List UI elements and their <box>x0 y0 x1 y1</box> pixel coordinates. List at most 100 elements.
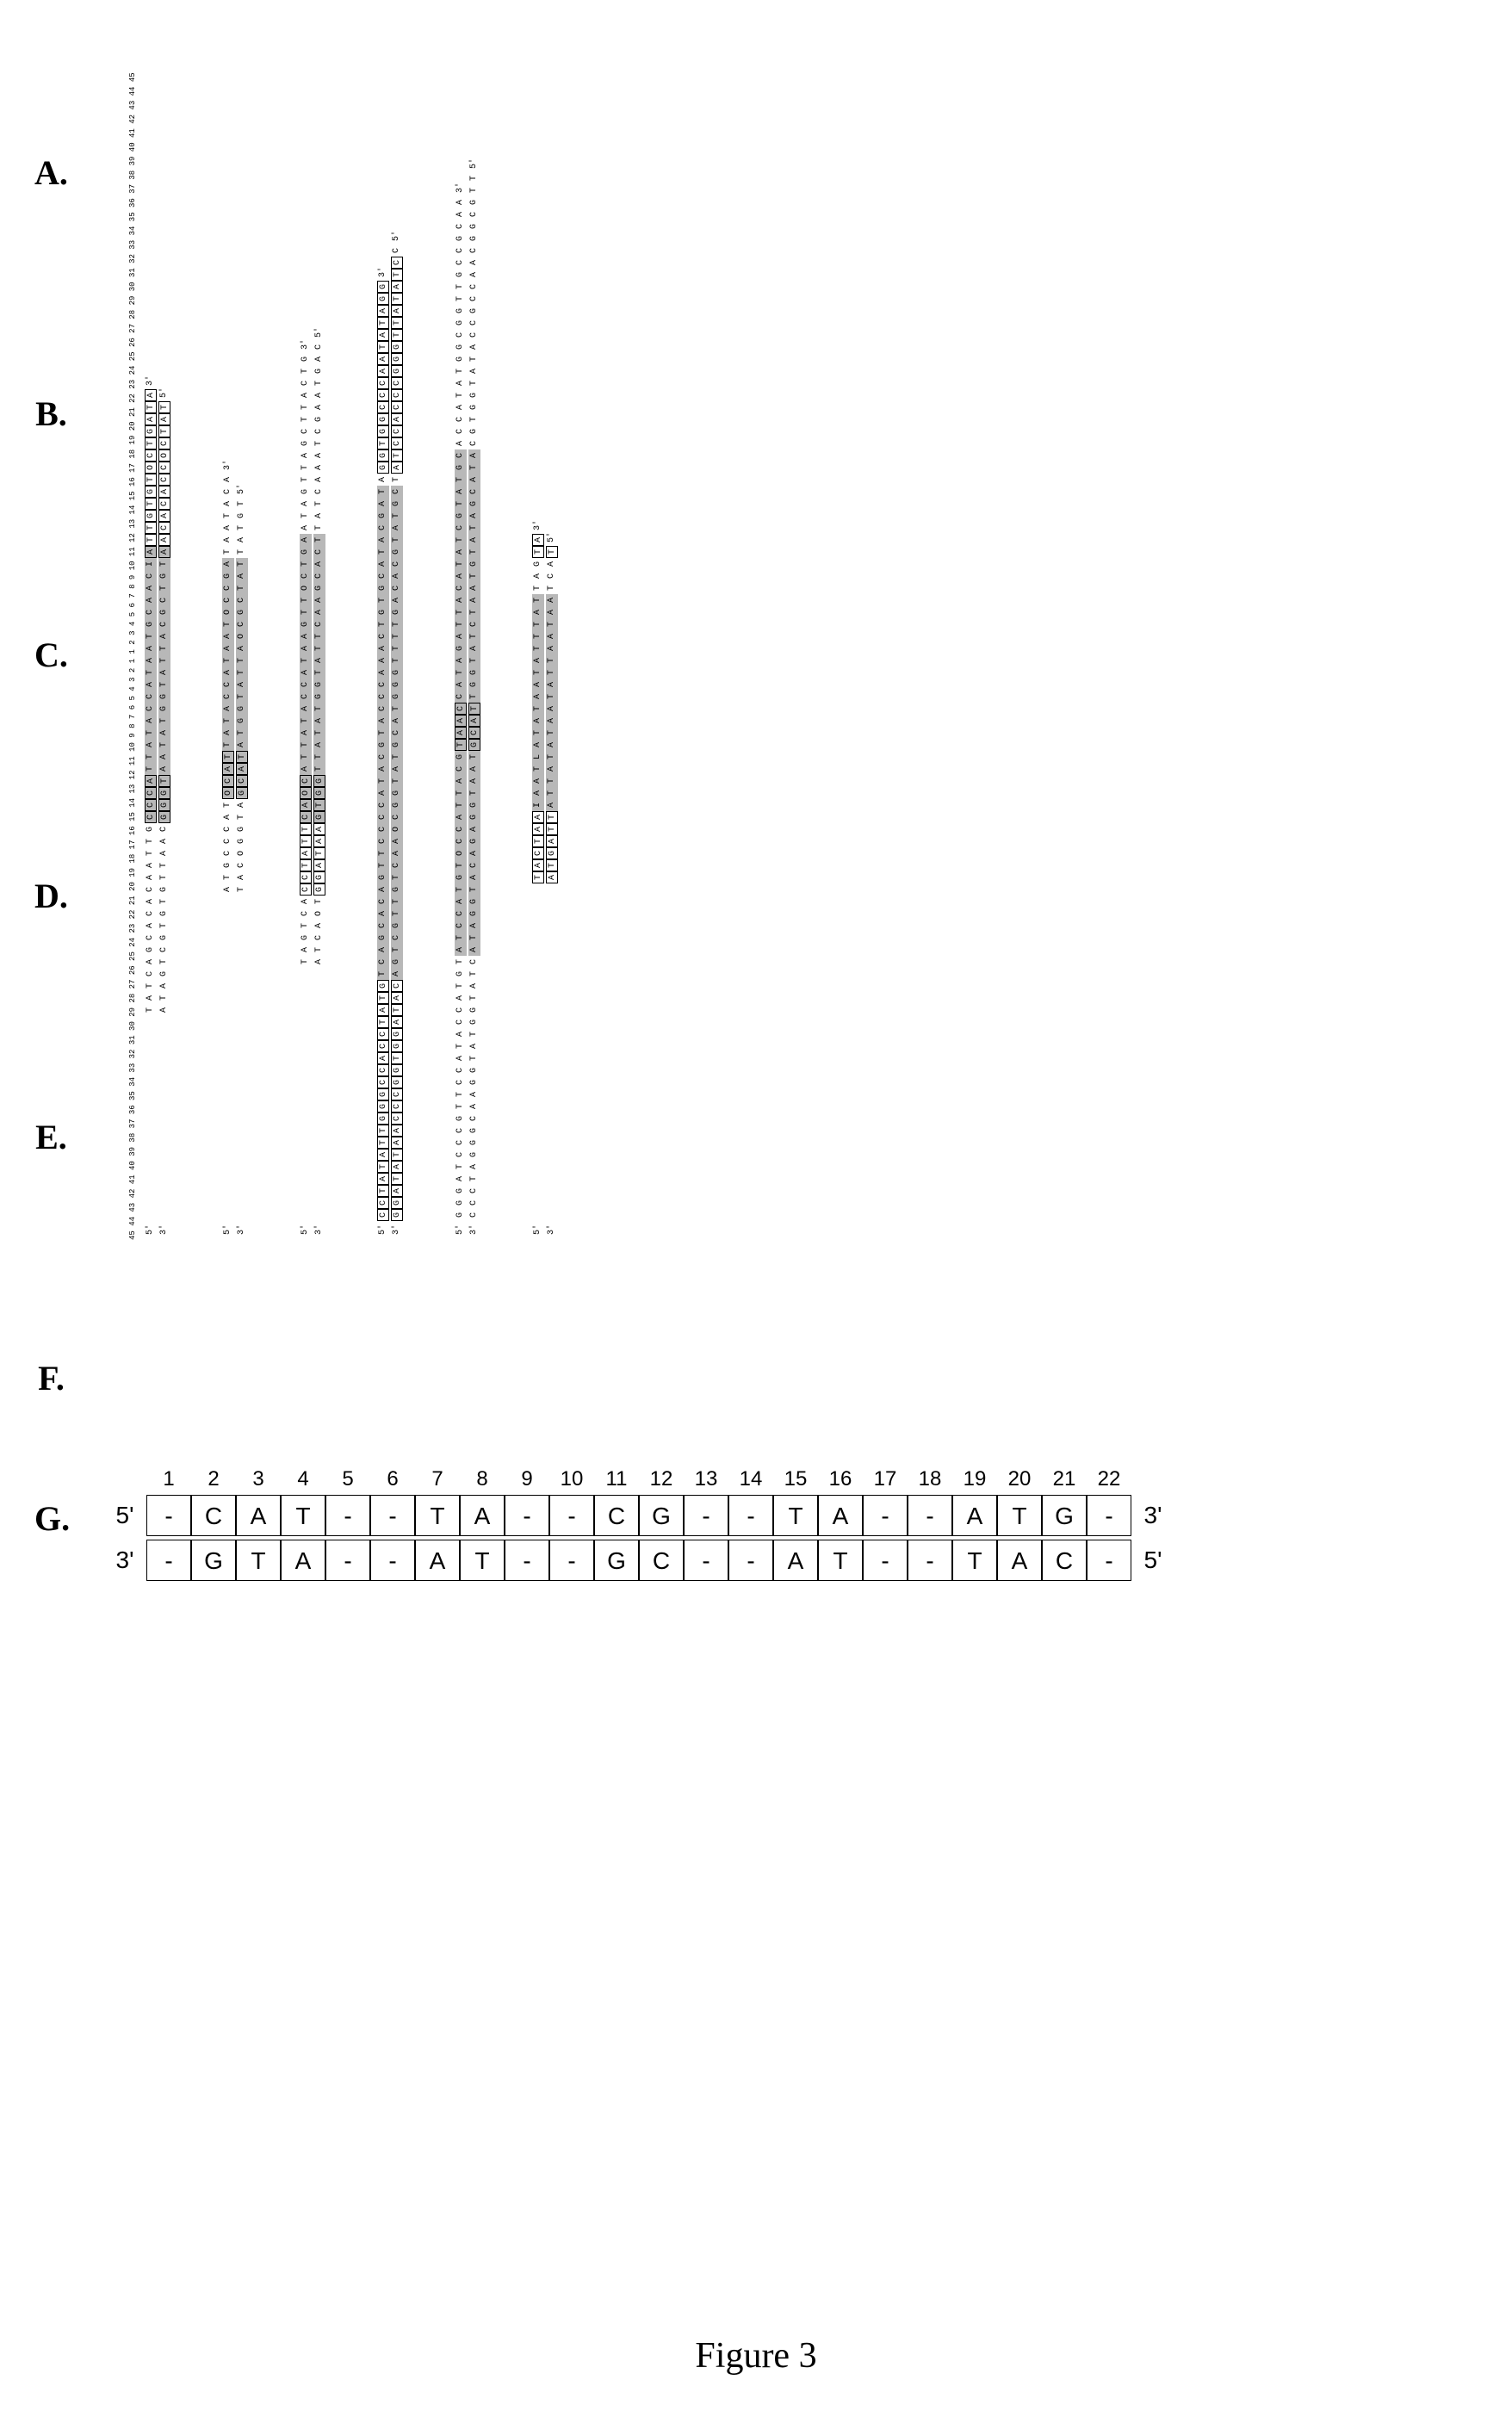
nucleotide-cell: A <box>158 546 170 558</box>
nucleotide-cell: G <box>377 582 389 594</box>
nucleotide-cell: T <box>546 751 558 763</box>
nucleotide-cell: T <box>391 642 403 654</box>
nucleotide-cell: T <box>377 317 389 329</box>
nucleotide-cell: T <box>391 654 403 666</box>
nucleotide-cell: T <box>455 1088 467 1100</box>
nucleotide-cell: A <box>532 691 544 703</box>
nucleotide-cell: A <box>222 763 234 775</box>
nucleotide-cell: A <box>546 630 558 642</box>
nucleotide-cell: O <box>236 847 248 859</box>
nucleotide-cell: A <box>313 449 325 462</box>
nucleotide-cell: A <box>468 823 480 835</box>
nucleotide-cell: T <box>145 727 157 739</box>
nucleotide-cell: G <box>391 341 403 353</box>
nucleotide-cell: T <box>236 546 248 558</box>
nucleotide-cell: O <box>236 630 248 642</box>
nucleotide-cell: C <box>222 594 234 606</box>
nucleotide-cell: - <box>505 1495 549 1536</box>
nucleotide-cell: C <box>377 835 389 847</box>
nucleotide-cell: A <box>313 859 325 871</box>
nucleotide-cell: G <box>391 1076 403 1088</box>
position-number: 21 <box>1042 1467 1087 1491</box>
nucleotide-cell: T <box>532 642 544 654</box>
nucleotide-cell: T <box>377 1185 389 1197</box>
nucleotide-cell: C <box>158 522 170 534</box>
nucleotide-cell: A <box>455 486 467 498</box>
nucleotide-cell: C <box>468 859 480 871</box>
nucleotide-cell: T <box>236 522 248 534</box>
nucleotide-cell: G <box>391 498 403 510</box>
nucleotide-cell: O <box>145 462 157 474</box>
nucleotide-cell: A <box>313 739 325 751</box>
nucleotide-cell: T <box>391 329 403 341</box>
nucleotide-cell: A <box>391 281 403 293</box>
position-number: 20 <box>997 1467 1042 1491</box>
nucleotide-cell: O <box>222 606 234 618</box>
nucleotide-cell: G <box>377 293 389 305</box>
nucleotide-cell: G <box>158 883 170 896</box>
nucleotide-cell: T <box>455 558 467 570</box>
nucleotide-cell: C <box>468 618 480 630</box>
nucleotide-cell: A <box>313 606 325 618</box>
nucleotide-cell: T <box>236 691 248 703</box>
nucleotide-cell: O <box>222 787 234 799</box>
nucleotide-cell: G <box>158 787 170 799</box>
nucleotide-cell: A <box>468 920 480 932</box>
nucleotide-cell: A <box>313 654 325 666</box>
nucleotide-cell: T <box>300 510 312 522</box>
nucleotide-cell: G <box>158 570 170 582</box>
nucleotide-cell: T <box>532 582 544 594</box>
nucleotide-cell: T <box>313 847 325 859</box>
nucleotide-cell: A <box>236 763 248 775</box>
nucleotide-cell: C <box>468 727 480 739</box>
nucleotide-cell: A <box>222 534 234 546</box>
end-label: 3' <box>1131 1502 1174 1529</box>
nucleotide-cell: C <box>222 835 234 847</box>
nucleotide-cell: A <box>145 859 157 871</box>
nucleotide-cell: A <box>145 992 157 1004</box>
nucleotide-cell: L <box>532 751 544 763</box>
nucleotide-cell: A <box>236 1495 281 1536</box>
nucleotide-cell: T <box>468 522 480 534</box>
nucleotide-cell: A <box>532 787 544 799</box>
nucleotide-cell: G <box>145 425 157 437</box>
nucleotide-cell: A <box>145 546 157 558</box>
nucleotide-cell: T <box>391 1004 403 1016</box>
nucleotide-cell: A <box>468 582 480 594</box>
nucleotide-cell: T <box>377 992 389 1004</box>
nucleotide-cell: G <box>455 317 467 329</box>
nucleotide-cell: G <box>313 871 325 883</box>
nucleotide-cell: G <box>455 968 467 980</box>
nucleotide-cell: A <box>222 642 234 654</box>
nucleotide-cell: C <box>468 281 480 293</box>
nucleotide-cell: C <box>313 341 325 353</box>
nucleotide-cell: C <box>377 630 389 642</box>
nucleotide-cell: G <box>377 1113 389 1125</box>
nucleotide-cell: A <box>377 883 389 896</box>
nucleotide-cell: A <box>455 570 467 582</box>
nucleotide-cell: A <box>391 413 403 425</box>
nucleotide-cell: A <box>222 474 234 486</box>
nucleotide-cell: - <box>863 1495 908 1536</box>
nucleotide-cell: G <box>468 799 480 811</box>
nucleotide-cell: T <box>455 799 467 811</box>
nucleotide-cell: A <box>391 462 403 474</box>
nucleotide-cell: C <box>391 245 403 257</box>
nucleotide-cell: O <box>455 847 467 859</box>
nucleotide-cell: G <box>391 666 403 679</box>
nucleotide-cell: C <box>391 377 403 389</box>
nucleotide-cell: A <box>313 594 325 606</box>
nucleotide-cell: C <box>468 1209 480 1221</box>
nucleotide-cell: A <box>300 944 312 956</box>
nucleotide-cell: A <box>546 606 558 618</box>
nucleotide-cell: G <box>158 799 170 811</box>
nucleotide-cell: G <box>300 618 312 630</box>
nucleotide-cell: T <box>532 727 544 739</box>
position-number: 16 <box>818 1467 863 1491</box>
nucleotide-cell: T <box>532 594 544 606</box>
nucleotide-cell: A <box>377 654 389 666</box>
nucleotide-cell: T <box>415 1495 460 1536</box>
nucleotide-cell: A <box>532 679 544 691</box>
nucleotide-cell: A <box>377 642 389 654</box>
nucleotide-cell: A <box>391 594 403 606</box>
